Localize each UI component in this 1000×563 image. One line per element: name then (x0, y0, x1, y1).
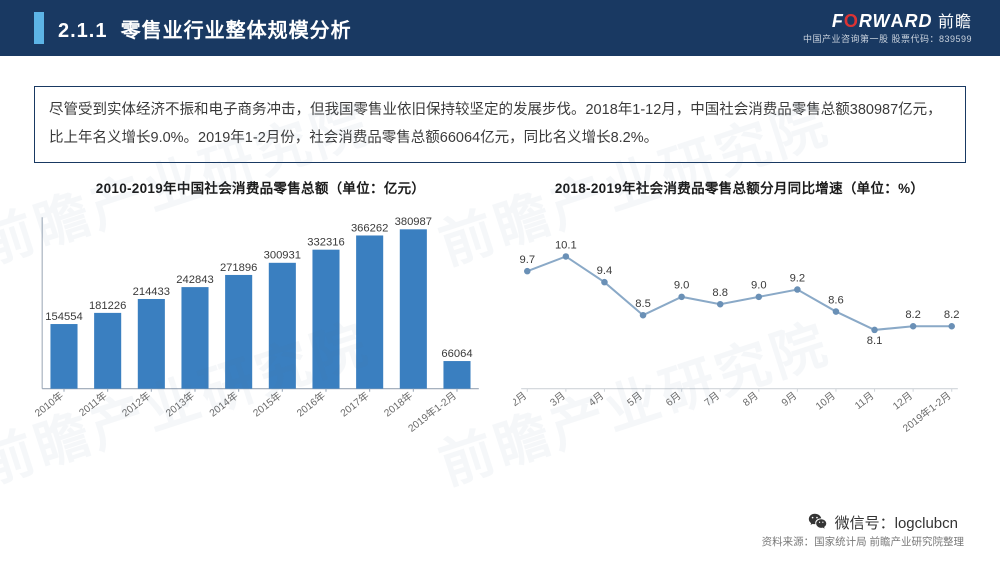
line-x-label: 7月 (702, 390, 722, 409)
wechat-icon (807, 511, 829, 533)
bar (50, 324, 77, 389)
line-marker (717, 301, 724, 308)
bar-chart: 154554 2010年 181226 2011年 214433 2012年 242843 2… (34, 203, 487, 444)
line-x-label: 4月 (586, 390, 606, 409)
line-value: 9.2 (790, 272, 806, 284)
line-x-label: 9月 (779, 390, 799, 409)
bar (181, 287, 208, 389)
bar (356, 236, 383, 389)
source-note: 资料来源：国家统计局 前瞻产业研究院整理 (762, 534, 964, 549)
header-accent (34, 12, 44, 44)
bar-x-label: 2016年 (294, 389, 328, 419)
line-marker (563, 253, 570, 260)
bar-value: 242843 (176, 274, 213, 286)
brand-logo-subtitle: 中国产业咨询第一股 股票代码：839599 (803, 32, 972, 45)
line-marker (794, 286, 801, 293)
bar (400, 229, 427, 388)
bar-x-label: 2017年 (338, 389, 372, 419)
bar-x-label: 2015年 (250, 389, 284, 419)
line-value: 8.8 (712, 287, 728, 299)
slide-header: 2.1.1 零售业行业整体规模分析 FORWARD 前瞻 中国产业咨询第一股 股… (0, 0, 1000, 56)
line-marker (833, 308, 840, 315)
bar-x-label: 2018年 (381, 389, 415, 419)
line-value: 9.4 (597, 265, 613, 277)
line-chart: 9.7 2018年1-2月 10.1 3月 9.4 4月 8.5 5月 9.0 6月 8.8 7月 9.… (513, 203, 966, 444)
brand-logo-main: FORWARD 前瞻 (803, 8, 972, 32)
line-series (527, 257, 951, 330)
bar (443, 361, 470, 389)
line-marker (948, 323, 955, 330)
bar-x-label: 2010年 (34, 389, 66, 419)
bar (138, 299, 165, 389)
bar-x-label: 2012年 (119, 389, 153, 419)
line-value: 10.1 (555, 239, 577, 251)
bar-value: 271896 (220, 262, 257, 274)
line-value: 9.7 (519, 254, 535, 266)
line-marker (678, 294, 685, 301)
bar (269, 263, 296, 389)
line-value: 8.1 (867, 335, 883, 347)
bar-x-label: 2011年 (76, 389, 109, 419)
line-marker (640, 312, 647, 319)
bar-value: 154554 (45, 311, 82, 323)
line-value: 8.2 (944, 309, 960, 321)
bar-chart-title: 2010-2019年中国社会消费品零售总额（单位：亿元） (34, 177, 487, 197)
brand-logo: FORWARD 前瞻 中国产业咨询第一股 股票代码：839599 (803, 8, 972, 45)
line-value: 8.2 (905, 309, 921, 321)
bar-value: 366262 (351, 222, 388, 234)
line-value: 8.5 (635, 298, 651, 310)
line-x-label: 5月 (625, 390, 645, 409)
line-x-label: 12月 (891, 390, 915, 413)
line-x-label: 2018年1-2月 (513, 389, 529, 435)
bar-value: 332316 (307, 237, 344, 249)
bar-value: 300931 (264, 250, 301, 262)
line-x-label: 6月 (664, 390, 684, 409)
wechat-label: 微信号：logclubcn (835, 512, 958, 533)
line-x-label: 3月 (548, 390, 568, 409)
line-marker (524, 268, 531, 275)
bar (94, 313, 121, 389)
bar (225, 275, 252, 389)
slide-title: 2.1.1 零售业行业整体规模分析 (58, 14, 352, 43)
bar-value: 380987 (395, 216, 432, 228)
bar-chart-panel: 2010-2019年中国社会消费品零售总额（单位：亿元） 154554 2010年… (34, 177, 487, 449)
line-x-label: 10月 (813, 390, 837, 413)
line-x-label: 8月 (741, 390, 761, 409)
line-value: 8.6 (828, 294, 844, 306)
bar-x-label: 2014年 (207, 389, 241, 419)
bar-x-label: 2013年 (163, 389, 197, 419)
line-value: 9.0 (674, 280, 690, 292)
line-x-label: 11月 (853, 390, 877, 412)
title-text: 零售业行业整体规模分析 (121, 20, 352, 42)
line-marker (756, 294, 763, 301)
bar-x-label: 2019年1-2月 (405, 389, 459, 435)
line-value: 9.0 (751, 280, 767, 292)
bar-value: 214433 (133, 286, 170, 298)
line-marker (601, 279, 608, 286)
wechat-footer: 微信号：logclubcn (807, 511, 958, 533)
section-number: 2.1.1 (58, 20, 107, 42)
bar-value: 181226 (89, 300, 126, 312)
description-box: 尽管受到实体经济不振和电子商务冲击，但我国零售业依旧保持较坚定的发展步伐。201… (34, 86, 966, 163)
bar-value: 66064 (441, 348, 472, 360)
line-marker (871, 327, 878, 334)
line-chart-panel: 2018-2019年社会消费品零售总额分月同比增速（单位：%） 9.7 2018年… (513, 177, 966, 449)
line-marker (910, 323, 917, 330)
line-chart-title: 2018-2019年社会消费品零售总额分月同比增速（单位：%） (513, 177, 966, 197)
bar (312, 250, 339, 389)
